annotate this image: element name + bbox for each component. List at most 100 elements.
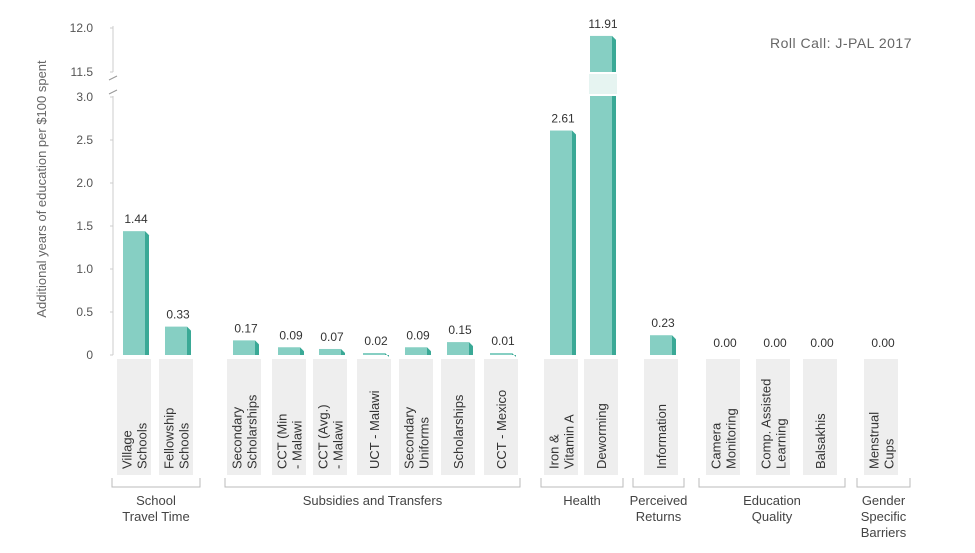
bar: 0.00 bbox=[810, 336, 834, 350]
category-label-text: Scholarships bbox=[245, 394, 260, 469]
category-label-bg bbox=[544, 359, 578, 475]
y-tick-label: 12.0 bbox=[70, 21, 94, 35]
bar: 0.00 bbox=[871, 336, 895, 350]
group-bracket bbox=[540, 478, 624, 488]
group-label-text: Quality bbox=[752, 509, 793, 524]
bar-face bbox=[233, 340, 255, 355]
value-label: 0.00 bbox=[810, 336, 834, 350]
category-label: Fellowship Schools bbox=[159, 359, 193, 475]
bar: 0.00 bbox=[713, 336, 737, 350]
bar: 0.09 bbox=[405, 328, 431, 355]
bar: 2.61 bbox=[550, 112, 576, 355]
bar-side bbox=[255, 340, 259, 355]
category-label-text: Balsakhis bbox=[813, 413, 828, 469]
category-label: Camera Monitoring bbox=[706, 359, 740, 475]
bar-side bbox=[341, 348, 345, 355]
bar: 0.17 bbox=[233, 321, 259, 355]
category-label: Information bbox=[644, 359, 678, 475]
value-label: 0.02 bbox=[364, 334, 388, 348]
category-label-bg bbox=[357, 359, 391, 475]
bar-face bbox=[363, 353, 385, 355]
y-tick-label: 1.5 bbox=[76, 219, 93, 233]
bar: 1.44 bbox=[123, 212, 149, 355]
category-label: Deworming bbox=[584, 359, 618, 475]
category-label: Iron & Vitamin A bbox=[544, 359, 578, 475]
bar-break-edge bbox=[589, 72, 617, 96]
value-label: 2.61 bbox=[551, 112, 575, 126]
bar: 0.09 bbox=[278, 328, 304, 355]
bar: 11.91 bbox=[588, 17, 618, 356]
category-label-bg bbox=[441, 359, 475, 475]
y-tick-label: 0.5 bbox=[76, 305, 93, 319]
bar: 0.23 bbox=[650, 316, 676, 355]
category-label-text: Schools bbox=[135, 422, 150, 469]
category-label-text: Secondary bbox=[402, 406, 417, 469]
value-label: 0.07 bbox=[320, 330, 344, 344]
category-label: Secondary Uniforms bbox=[399, 359, 433, 475]
y-tick-label: 2.5 bbox=[76, 133, 93, 147]
category-labels: Village Schools Fellowship Schools Secondary… bbox=[117, 359, 898, 475]
bar-side bbox=[145, 231, 149, 355]
category-label-text: Menstrual bbox=[867, 412, 882, 469]
group-label-text: Gender bbox=[862, 493, 906, 508]
group-bracket bbox=[224, 478, 521, 488]
value-label: 11.91 bbox=[588, 17, 617, 31]
category-label: Comp. Assisted Learning bbox=[756, 359, 790, 475]
category-label-text: Learning bbox=[774, 418, 789, 469]
category-label-text: CCT - Mexico bbox=[494, 390, 509, 469]
y-tick-label: 11.5 bbox=[71, 65, 94, 79]
bar-face bbox=[405, 347, 427, 355]
bar-side bbox=[572, 130, 576, 355]
category-label-text: Information bbox=[654, 404, 669, 469]
bar-face bbox=[165, 326, 187, 355]
value-label: 0.00 bbox=[713, 336, 737, 350]
category-label-text: Uniforms bbox=[417, 416, 432, 469]
group-bracket bbox=[111, 478, 201, 488]
category-label-text: Camera bbox=[709, 422, 724, 469]
bar-face bbox=[319, 348, 341, 355]
bar: 0.00 bbox=[763, 336, 787, 350]
bar-face bbox=[650, 335, 672, 355]
group-bracket bbox=[856, 478, 911, 488]
category-label-text: CCT (Min bbox=[275, 414, 290, 469]
category-label-bg bbox=[117, 359, 151, 475]
y-tick-label: 1.0 bbox=[76, 262, 93, 276]
y-tick-label: 2.0 bbox=[76, 176, 93, 190]
category-label-bg bbox=[313, 359, 347, 475]
bar-side bbox=[300, 347, 304, 355]
category-label: Menstrual Cups bbox=[864, 359, 898, 475]
category-label: UCT - Malawi bbox=[357, 359, 391, 475]
value-label: 0.17 bbox=[234, 321, 258, 335]
value-label: 0.00 bbox=[871, 336, 895, 350]
value-label: 0.01 bbox=[491, 334, 515, 348]
category-label-text: - Malawi bbox=[290, 420, 305, 469]
category-label-text: CCT (Avg.) bbox=[316, 404, 331, 469]
category-label-bg bbox=[399, 359, 433, 475]
bar-side bbox=[612, 35, 616, 356]
category-label-text: Vitamin A bbox=[562, 414, 577, 469]
group-bracket bbox=[632, 478, 685, 488]
category-label-text: Schools bbox=[177, 422, 192, 469]
bars: 1.44 0.33 0.17 0.09 0.07 0.02 0.09 0.15 0.01 2.61… bbox=[123, 17, 895, 357]
bar-break-band bbox=[589, 73, 617, 95]
y-axis-label: Additional years of education per $100 s… bbox=[34, 60, 49, 318]
bar: 0.02 bbox=[363, 334, 389, 357]
category-label-bg bbox=[644, 359, 678, 475]
category-label-text: Monitoring bbox=[724, 408, 739, 469]
bar: 0.01 bbox=[490, 334, 516, 357]
axis-break-mark bbox=[108, 75, 118, 81]
category-label-bg bbox=[706, 359, 740, 475]
group-label: Health bbox=[540, 478, 624, 508]
category-label-bg bbox=[584, 359, 618, 475]
group-label-text: School bbox=[136, 493, 176, 508]
category-label: Village Schools bbox=[117, 359, 151, 475]
category-label: Secondary Scholarships bbox=[227, 359, 261, 475]
bar-face bbox=[123, 231, 145, 355]
y-axis: 0 0.5 1.0 1.5 2.0 2.5 3.0 11.5 12.0 bbox=[70, 21, 118, 362]
category-label-text: Fellowship bbox=[162, 408, 177, 469]
bar-side bbox=[469, 342, 473, 355]
category-label-bg bbox=[864, 359, 898, 475]
group-label-text: Travel Time bbox=[122, 509, 189, 524]
